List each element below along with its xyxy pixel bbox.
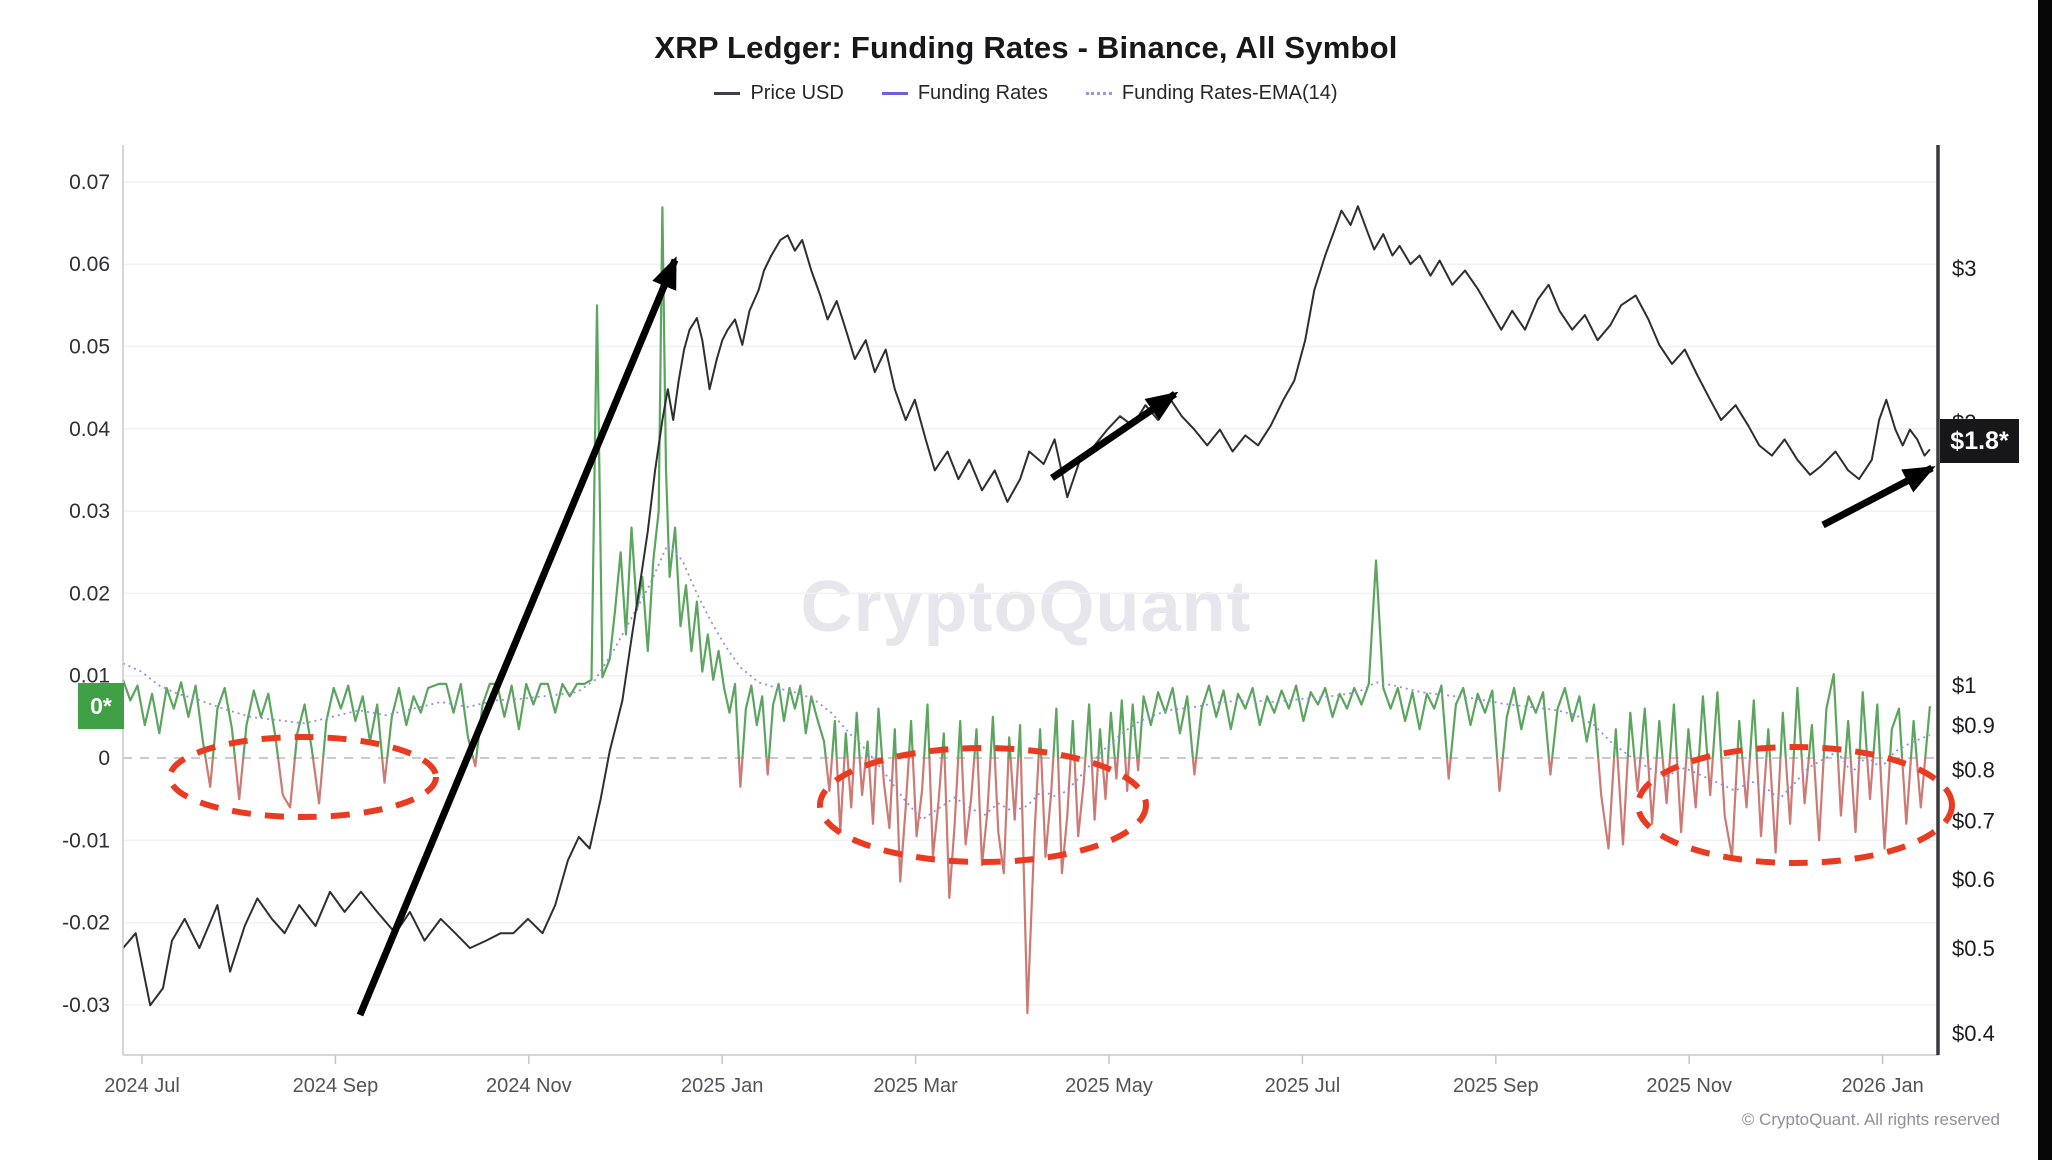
x-axis-label: 2025 Mar: [873, 1075, 958, 1097]
chart-legend: Price USD Funding Rates Funding Rates-EM…: [0, 82, 2052, 105]
annotation-ellipse: [817, 745, 1149, 865]
legend-item-funding[interactable]: Funding Rates: [881, 82, 1048, 105]
annotation-ellipse: [167, 734, 439, 820]
x-axis-label: 2025 Jan: [681, 1075, 763, 1097]
right-edge-black-strip: [2038, 0, 2052, 1160]
left-axis-label: 0.07: [69, 171, 110, 194]
annotation-arrow: [356, 256, 679, 1017]
price-line-swatch-icon: [714, 92, 741, 95]
x-axis-label: 2024 Sep: [293, 1075, 379, 1097]
x-axis-label: 2025 Sep: [1453, 1075, 1539, 1097]
right-axis-label: $0.8: [1952, 758, 1995, 783]
left-axis-label: 0: [98, 747, 110, 770]
x-axis-label: 2025 May: [1065, 1075, 1153, 1097]
right-axis-label: $0.6: [1952, 867, 1995, 892]
left-axis-label: 0.01: [69, 665, 110, 688]
right-axis-label: $0.7: [1952, 808, 1995, 833]
left-axis-label: -0.03: [62, 994, 110, 1017]
left-axis-label: -0.02: [62, 912, 110, 935]
x-axis-label: 2025 Jul: [1265, 1075, 1341, 1097]
price-current-value-badge: $1.8*: [1940, 419, 2019, 463]
legend-label-ema: Funding Rates-EMA(14): [1121, 82, 1338, 104]
funding-current-value-badge: 0*: [78, 683, 124, 729]
funding-rates-line-negative: [204, 758, 1927, 1015]
cryptoquant-watermark: CryptoQuant: [800, 567, 1252, 647]
left-axis-label: 0.04: [69, 418, 110, 441]
left-axis-label: 0.06: [69, 253, 110, 276]
annotation-arrow: [1050, 391, 1179, 481]
legend-item-price[interactable]: Price USD: [714, 82, 844, 105]
price-usd-line: [122, 205, 1931, 1007]
right-axis-label: $0.5: [1952, 936, 1995, 961]
legend-item-ema[interactable]: Funding Rates-EMA(14): [1085, 82, 1338, 105]
legend-label-funding: Funding Rates: [917, 82, 1048, 104]
legend-label-price: Price USD: [750, 82, 844, 104]
right-axis-label: $0.4: [1952, 1021, 1995, 1046]
annotation-arrow: [1821, 464, 1936, 529]
funding-ema-line: [122, 543, 1931, 821]
left-axis-label: -0.01: [62, 829, 110, 852]
x-axis-label: 2026 Jan: [1841, 1075, 1923, 1097]
chart-title: XRP Ledger: Funding Rates - Binance, All…: [654, 30, 1398, 65]
right-axis-label: $0.9: [1952, 713, 1995, 738]
funding-line-swatch-icon: [881, 92, 908, 95]
left-axis-label: 0.03: [69, 500, 110, 523]
right-axis-label: $3: [1952, 256, 1976, 281]
annotation-ellipse: [1635, 744, 1955, 866]
left-axis-label: 0.02: [69, 582, 110, 605]
copyright-footer: © CryptoQuant. All rights reserved: [1741, 1110, 2000, 1129]
x-axis-label: 2024 Jul: [104, 1075, 180, 1097]
funding-rates-line-positive: [121, 206, 1931, 758]
x-axis-label: 2025 Nov: [1646, 1075, 1732, 1097]
ema-line-swatch-icon: [1085, 92, 1112, 95]
x-axis-label: 2024 Nov: [486, 1075, 572, 1097]
right-axis-label: $1: [1952, 673, 1976, 698]
left-axis-label: 0.05: [69, 336, 110, 359]
